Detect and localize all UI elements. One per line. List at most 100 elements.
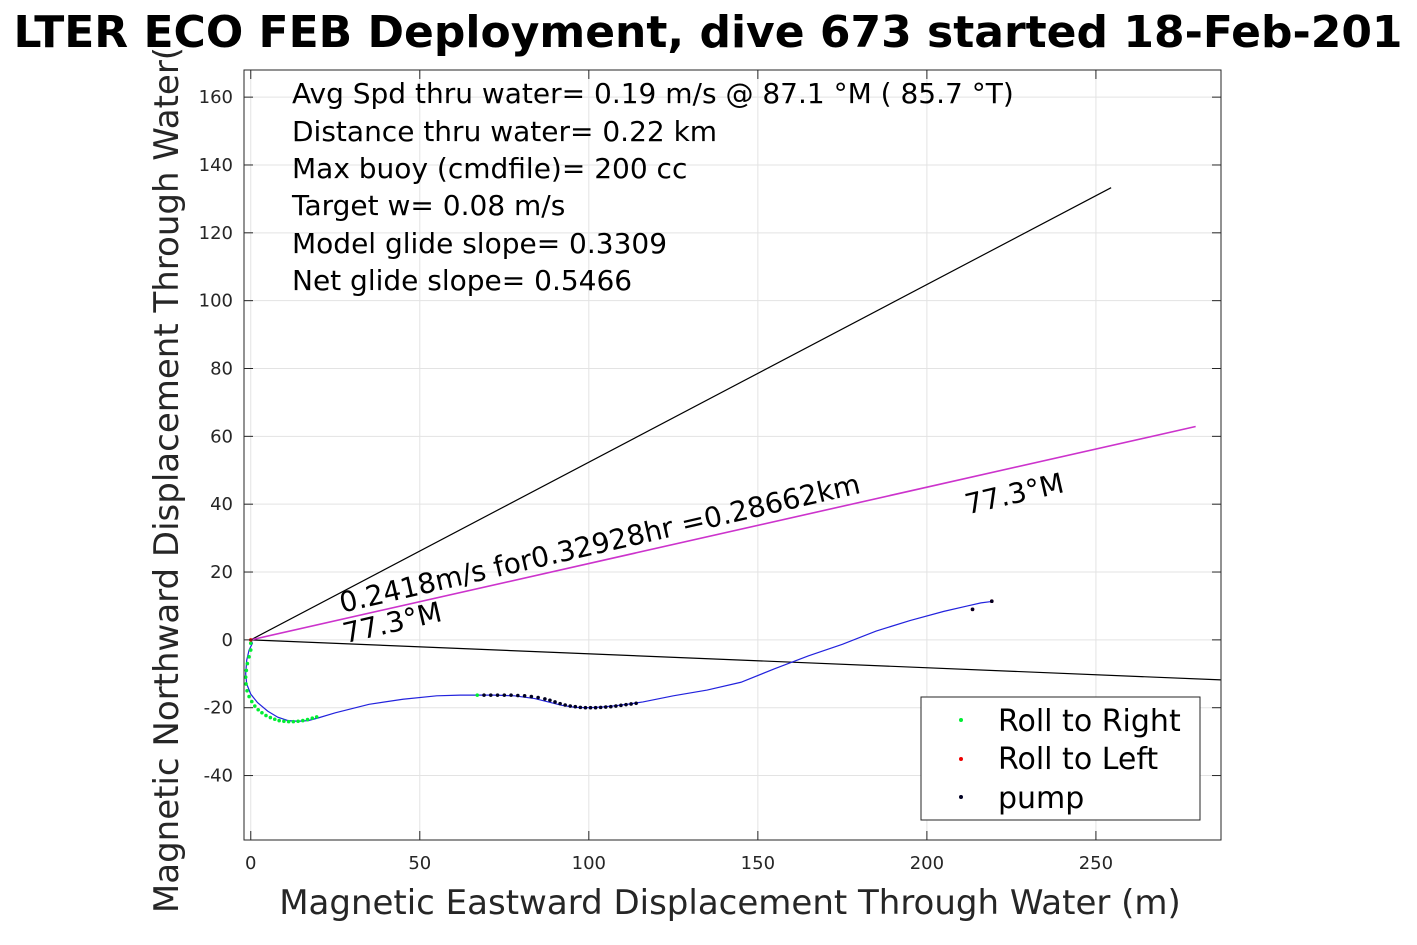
y-tick-label: 60 [210,426,233,447]
pump-point [558,701,562,706]
axis-ticks: 0 50 100 150 200 250 -40 -20 0 20 40 60 80 100 120 140 1… [199,70,1221,874]
y-tick-label: -20 [204,698,233,719]
info-line-distance: Distance thru water= 0.22 km [292,115,717,148]
pump-point [495,693,500,697]
roll-to-right-point [475,693,480,697]
y-tick-label: -40 [204,766,233,787]
x-tick-label: 0 [245,853,256,874]
y-tick-label: 160 [199,87,233,108]
y-tick-label: 120 [199,223,233,244]
roll-to-right-point [277,718,281,723]
legend-label-pump: pump [998,781,1084,816]
x-tick-label: 150 [741,853,775,874]
pump-point [989,599,994,603]
pump-point [614,704,618,708]
roll-to-right-point [272,717,277,722]
roll-to-right-point [296,719,300,724]
pump-point [536,695,540,700]
legend: Roll to Right Roll to Left pump [920,696,1201,821]
roll-to-right-point [253,704,257,708]
info-line-model-glide: Model glide slope= 0.3309 [292,227,667,260]
pump-point [588,705,593,710]
roll-to-right-point [291,719,296,724]
pump-point [619,703,623,708]
roll-to-right-point [248,641,253,646]
pump-point [624,702,628,707]
roll-to-right-point [247,655,251,659]
pump-point [502,693,507,697]
x-tick-label: 100 [572,853,606,874]
roll-to-right-point [268,715,273,720]
pump-point [563,703,567,707]
chart-title: LTER ECO FEB Deployment, dive 673 starte… [13,7,1402,58]
y-tick-label: 100 [199,291,233,312]
info-line-avg-speed: Avg Spd thru water= 0.19 m/s @ 87.1 °M (… [292,77,1014,110]
pump-point [522,694,527,698]
track-line [245,600,992,722]
pump-point [593,705,598,710]
pump-point [482,693,486,697]
pump-point [634,701,638,706]
y-tick-label: 80 [210,359,233,380]
upper-bound [250,187,1112,641]
info-block: Avg Spd thru water= 0.19 m/s @ 87.1 °M (… [291,77,1014,297]
info-line-max-buoy: Max buoy (cmdfile)= 200 cc [292,152,687,185]
y-tick-label: 0 [222,630,233,651]
pump-point [509,693,513,697]
roll-to-right-point [314,715,319,719]
roll-to-right-point [301,718,305,723]
pump-point [970,607,975,612]
plot-frame [243,69,1222,841]
legend-marker-roll-left [959,757,963,761]
pump-point [598,705,603,710]
y-axis-label: Magnetic Northward Displacement Through … [147,47,187,913]
roll-to-right-point [305,717,310,722]
y-tick-label: 140 [199,155,233,176]
pump-point [529,694,534,699]
y-tick-label: 40 [210,494,233,515]
roll-to-right-point [247,694,251,699]
pump-point [583,705,588,710]
legend-label-roll-right: Roll to Right [998,704,1181,739]
x-tick-label: 200 [910,853,944,874]
track-group [245,600,992,722]
roll-to-right-point [256,707,260,712]
pump-point [573,704,578,709]
info-line-target-w: Target w= 0.08 m/s [291,189,565,222]
x-tick-label: 50 [408,853,431,874]
pump-point [578,705,583,710]
roll-to-right-point [310,716,315,721]
roll-to-right-point [245,688,249,693]
legend-marker-roll-right [959,718,963,722]
pump-point [629,702,633,706]
pump-point [568,704,573,708]
roll-to-right-point [243,675,248,679]
marker-group [243,599,994,724]
roll-to-right-point [249,699,254,704]
pump-point [548,698,552,703]
roll-to-right-point [282,719,286,724]
pump-point [553,700,557,704]
pump-point [608,704,613,709]
roll-to-right-point [244,682,248,686]
info-line-net-glide: Net glide slope= 0.5466 [292,264,632,297]
y-tick-label: 20 [210,562,233,583]
legend-label-roll-left: Roll to Left [998,742,1158,777]
lower-bound [250,639,1222,681]
pump-point [603,705,608,709]
roll-to-right-point [244,668,249,673]
roll-to-right-point [264,713,268,718]
roll-to-right-point [248,648,253,652]
heading-line [250,425,1196,641]
roll-to-right-point [260,710,264,715]
x-tick-label: 250 [1079,853,1113,874]
legend-box [920,696,1201,821]
legend-marker-pump [959,795,963,799]
roll-to-right-point [245,661,250,666]
roll-to-right-point [286,719,291,724]
pump-point [488,693,493,697]
pump-point [543,697,547,701]
reference-lines [250,187,1222,681]
x-axis-label: Magnetic Eastward Displacement Through W… [279,883,1181,923]
